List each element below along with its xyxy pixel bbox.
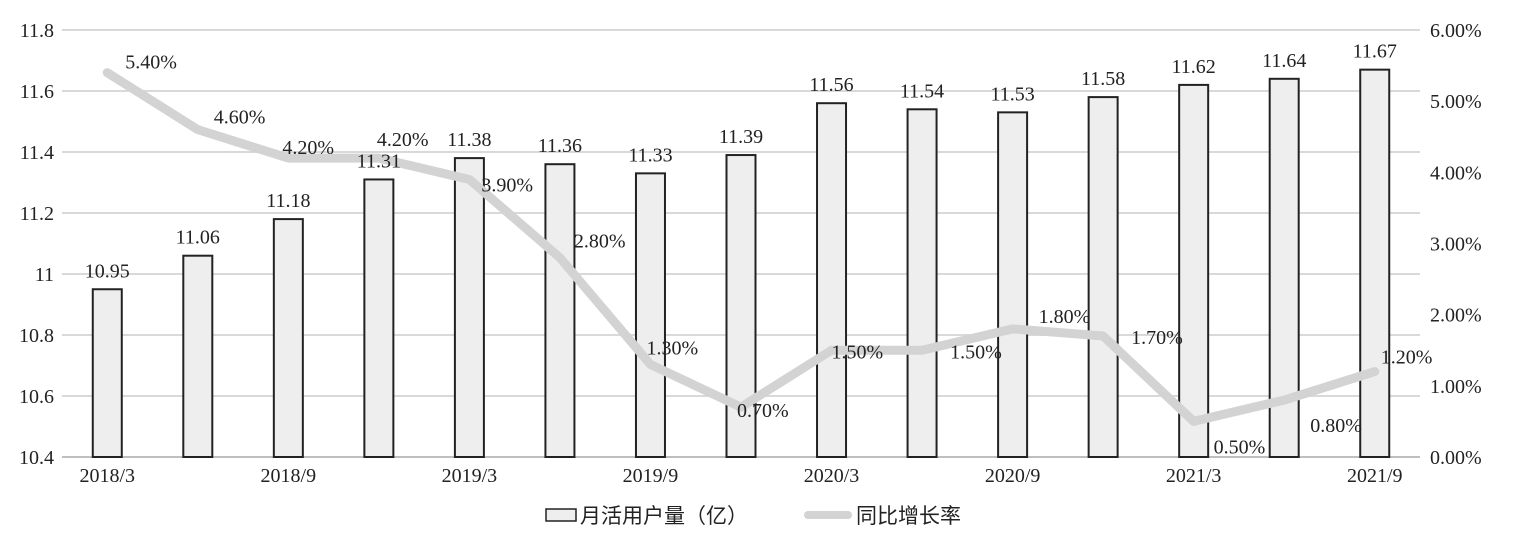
x-tick-label: 2018/3 [79,465,135,487]
bar-value-label: 10.95 [85,260,130,282]
line-value-label: 0.80% [1310,415,1362,437]
bar-value-label: 11.31 [357,150,401,172]
bar [634,172,666,458]
line-value-label: 3.90% [481,174,533,196]
bar [182,254,214,458]
line-series-yoy-growth [102,68,1380,426]
line-value-label: 0.70% [737,400,789,422]
line-value-label: 1.70% [1131,327,1183,349]
left-y-tick-label: 10.4 [19,447,54,469]
x-tick-label: 2019/9 [623,465,679,487]
line-point [921,349,924,352]
bar-series-monthly-active-users [91,68,1391,459]
right-y-tick-label: 1.00% [1430,376,1482,398]
left-y-tick-label: 10.8 [19,325,54,347]
left-y-axis: 10.4 10.6 10.8 11 11.2 11.4 11.6 11.8 [19,20,54,469]
x-tick-label: 2021/3 [1166,465,1222,487]
bar-value-label: 11.53 [990,83,1034,105]
x-axis: 2018/3 2018/9 2019/3 2019/9 2020/3 2020/9 2021… [79,465,1402,487]
line-point [287,157,290,160]
bar [544,163,576,458]
line-value-label: 1.80% [1039,306,1091,328]
bar-value-label: 11.39 [719,126,763,148]
line-point [649,363,652,366]
right-y-tick-label: 3.00% [1430,234,1482,256]
bar-value-label: 11.56 [809,74,853,96]
line-point [106,71,109,74]
line-value-label: 4.60% [214,107,266,129]
legend: 月活用户量（亿） 同比增长率 [545,504,961,528]
bar [816,102,848,458]
x-tick-label: 2020/3 [804,465,860,487]
right-y-tick-label: 4.00% [1430,162,1482,184]
line-value-label: 0.50% [1214,436,1266,458]
line-value-label: 1.30% [646,337,698,359]
left-y-tick-label: 11.6 [20,81,54,103]
bar [453,157,485,458]
x-tick-label: 2021/9 [1347,465,1403,487]
left-y-tick-label: 11 [35,264,54,286]
right-y-axis: 0.00% 1.00% 2.00% 3.00% 4.00% 5.00% 6.00% [1430,20,1482,469]
legend-line-label: 同比增长率 [856,504,961,528]
line-point [1373,370,1376,373]
bar-data-labels: 10.95 11.06 11.18 11.31 11.38 11.36 11.33 11.39… [85,41,1397,283]
legend-bar-swatch [545,508,577,522]
x-tick-label: 2019/3 [442,465,498,487]
line-point [558,256,561,259]
bar [363,178,395,458]
line-value-label: 5.40% [125,52,177,74]
line-point [1192,420,1195,423]
right-y-tick-label: 0.00% [1430,447,1482,469]
bar-value-label: 11.64 [1262,50,1306,72]
left-y-tick-label: 11.8 [20,20,54,42]
bar [1359,68,1391,459]
bar-value-label: 11.18 [266,190,310,212]
line-data-labels: 5.40% 4.60% 4.20% 4.20% 3.90% 2.80% 1.30% 0.70%… [125,52,1432,459]
x-tick-label: 2020/9 [985,465,1041,487]
left-y-tick-label: 10.6 [19,386,54,408]
line-point [377,157,380,160]
left-y-tick-label: 11.4 [20,142,54,164]
line-value-label: 2.80% [574,231,626,253]
line-value-label: 1.50% [950,341,1002,363]
line-point [196,128,199,131]
bar-value-label: 11.33 [628,144,672,166]
line-point [1011,327,1014,330]
bar-value-label: 11.58 [1081,68,1125,90]
line-point [1102,335,1105,338]
bar-value-label: 11.54 [900,80,944,102]
bar-value-label: 11.38 [447,129,491,151]
line-value-label: 1.50% [832,341,884,363]
legend-bar-label: 月活用户量（亿） [580,504,748,528]
right-y-tick-label: 2.00% [1430,305,1482,327]
x-tick-label: 2018/9 [261,465,317,487]
line-point [468,178,471,181]
left-y-tick-label: 11.2 [20,203,54,225]
bar-value-label: 11.36 [538,135,582,157]
bar-value-label: 11.62 [1172,56,1216,78]
bar [91,288,123,458]
line-point [1283,399,1286,402]
bar [997,111,1029,458]
bar [1087,96,1119,458]
line-value-label: 4.20% [377,129,429,151]
line-value-label: 1.20% [1381,347,1433,369]
line-point [740,406,742,409]
bar [1178,83,1210,459]
right-y-tick-label: 5.00% [1430,91,1482,113]
bar-value-label: 11.67 [1353,41,1397,63]
right-y-tick-label: 6.00% [1430,20,1482,42]
bar-value-label: 11.06 [176,227,220,249]
bar [906,108,938,459]
bar [272,218,304,458]
line-point [830,349,833,352]
line-value-label: 4.20% [282,137,334,159]
